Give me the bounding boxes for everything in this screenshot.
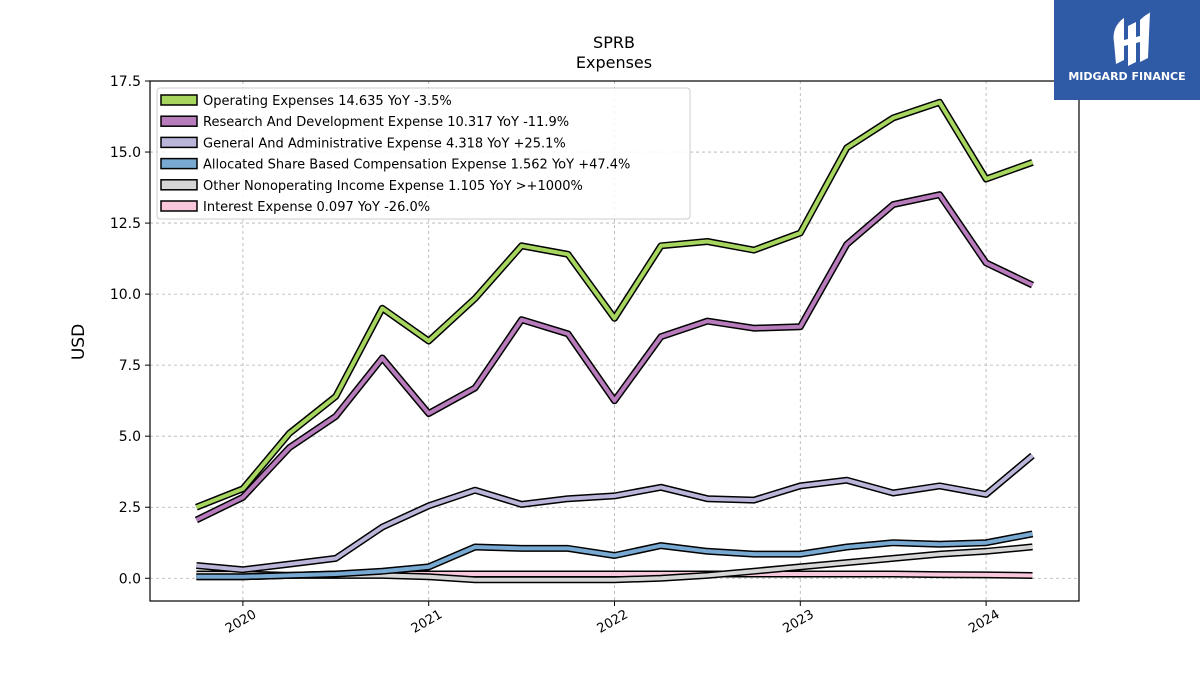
legend-entry: General And Administrative Expense 4.318… [203, 136, 566, 151]
legend: Operating Expenses 14.635 YoY -3.5% Resea… [156, 87, 691, 220]
legend-entry: Interest Expense 0.097 YoY -26.0% [203, 200, 430, 215]
axis-ticks: 0.0 2.5 5.0 7.5 10.0 12.5 15.0 17.5 2020 2021 2022… [110, 74, 1003, 637]
legend-entry: Allocated Share Based Compensation Expen… [203, 158, 630, 173]
y-tick-label: 5.0 [119, 429, 141, 445]
legend-swatch [160, 179, 198, 191]
series-line [195, 98, 1034, 511]
x-tick-label: 2020 [223, 607, 259, 637]
y-tick-label: 0.0 [119, 571, 141, 587]
y-tick-label: 17.5 [110, 74, 141, 90]
chart-title: SPRB [593, 33, 635, 52]
legend-swatch [160, 157, 198, 170]
brand-logo: MIDGARD FINANCE [1054, 0, 1200, 100]
x-tick-label: 2021 [409, 607, 445, 637]
series-line [194, 191, 1035, 524]
y-axis-label: USD [69, 324, 89, 360]
y-tick-label: 7.5 [119, 358, 141, 374]
series-line-fill [195, 100, 1034, 510]
series-line-fill [196, 454, 1034, 572]
series-layer [194, 98, 1035, 584]
legend-box [156, 87, 691, 220]
series-line [196, 530, 1034, 581]
legend-swatch [160, 94, 198, 106]
legend-entry: Other Nonoperating Income Expense 1.105 … [203, 179, 583, 194]
y-tick-label: 12.5 [110, 216, 141, 232]
y-tick-label: 15.0 [110, 145, 141, 161]
x-tick-label: 2024 [966, 607, 1002, 637]
brand-name: MIDGARD FINANCE [1068, 70, 1186, 83]
series-line-fill [196, 531, 1033, 579]
legend-swatch [160, 136, 198, 149]
y-tick-label: 10.0 [110, 287, 141, 303]
x-tick-label: 2022 [595, 607, 631, 637]
chart-subtitle: Expenses [576, 53, 652, 72]
x-tick-label: 2023 [780, 607, 816, 637]
series-line-fill [195, 192, 1034, 522]
y-tick-label: 2.5 [119, 500, 141, 516]
legend-swatch [160, 200, 198, 212]
legend-entry: Operating Expenses 14.635 YoY -3.5% [203, 94, 452, 109]
series-line [196, 452, 1035, 574]
legend-swatch [160, 115, 198, 127]
midgard-logo-icon [1113, 12, 1151, 66]
legend-entry: Research And Development Expense 10.317 … [203, 115, 569, 130]
